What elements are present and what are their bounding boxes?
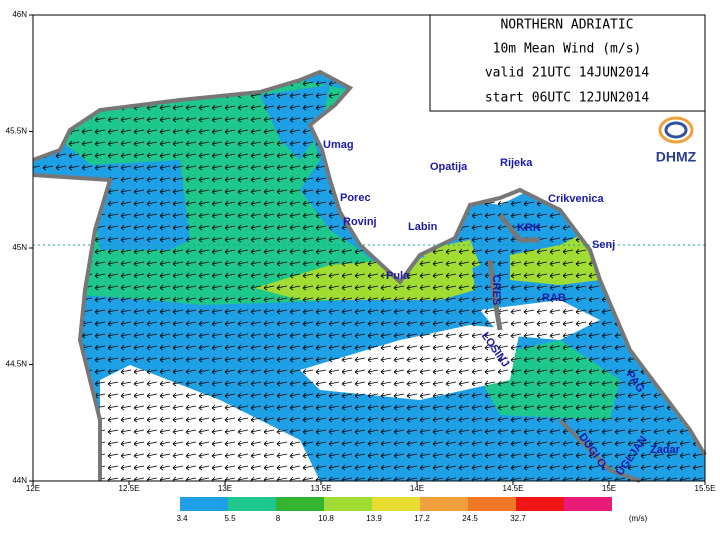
colorbar-label: 13.9: [366, 514, 382, 523]
sea-blue-patch: [260, 85, 330, 160]
island: [558, 418, 641, 483]
colorbar-label: 3.4: [176, 514, 188, 523]
place-name: Rovinj: [343, 216, 377, 228]
sea-yellowgreen: [510, 230, 600, 285]
colorbar-swatch: [468, 497, 516, 511]
place-name: Labin: [408, 221, 438, 233]
title-line: valid 21UTC 14JUN2014: [485, 66, 650, 81]
place-name: Rijeka: [500, 157, 533, 169]
colorbar-swatch: [564, 497, 612, 511]
lon-label: 12E: [26, 484, 40, 493]
colorbar-swatch: [516, 497, 564, 511]
logo-text: DHMZ: [656, 149, 697, 165]
colorbar-unit: (m/s): [629, 514, 648, 523]
place-name: CRES: [490, 275, 502, 306]
lon-label: 15E: [602, 484, 616, 493]
place-name: Zadar: [650, 444, 681, 456]
lon-label: 15.5E: [695, 484, 716, 493]
place-name: Senj: [592, 239, 615, 251]
colorbar-label: 17.2: [414, 514, 430, 523]
colorbar-label: 5.5: [224, 514, 236, 523]
lon-label: 14.5E: [503, 484, 524, 493]
lon-label: 13.5E: [311, 484, 332, 493]
place-name: KRK: [517, 222, 541, 234]
lon-label: 14E: [410, 484, 424, 493]
place-name: Opatija: [430, 161, 468, 173]
island: [498, 213, 540, 243]
colorbar-swatch: [276, 497, 324, 511]
colorbar-label: 24.5: [462, 514, 478, 523]
title-box: [429, 14, 706, 112]
place-name: Umag: [323, 139, 354, 151]
place-name: Crikvenica: [548, 193, 605, 205]
lon-label: 13E: [218, 484, 232, 493]
title-line: 10m Mean Wind (m/s): [493, 42, 642, 57]
colorbar-swatch: [324, 497, 372, 511]
lat-label: 45N: [12, 243, 27, 252]
colorbar-label: 8: [276, 514, 281, 523]
place-name: Porec: [340, 192, 371, 204]
colorbar-swatch: [228, 497, 276, 511]
lat-label: 44N: [12, 476, 27, 485]
title-line: start 06UTC 12JUN2014: [485, 91, 650, 106]
title-line: NORTHERN ADRIATIC: [500, 18, 633, 33]
coastline: [32, 69, 707, 457]
colorbar-swatch: [180, 497, 228, 511]
lat-label: 45.5N: [6, 127, 28, 136]
sea-blue-patch: [90, 160, 190, 250]
place-name: Pula: [386, 270, 410, 282]
lon-label: 12.5E: [119, 484, 140, 493]
colorbar-label: 32.7: [510, 514, 526, 523]
colorbar-swatch: [372, 497, 420, 511]
lat-label: 46N: [12, 10, 27, 19]
coastline: [32, 173, 113, 481]
colorbar-label: 10.8: [318, 514, 334, 523]
place-name: RAB: [542, 292, 566, 304]
logo: DHMZ: [656, 116, 697, 165]
lat-label: 44.5N: [6, 360, 28, 369]
island: [487, 259, 503, 331]
sea-calm: [300, 325, 520, 400]
colorbar-swatch: [420, 497, 468, 511]
sea-calm: [480, 300, 600, 340]
